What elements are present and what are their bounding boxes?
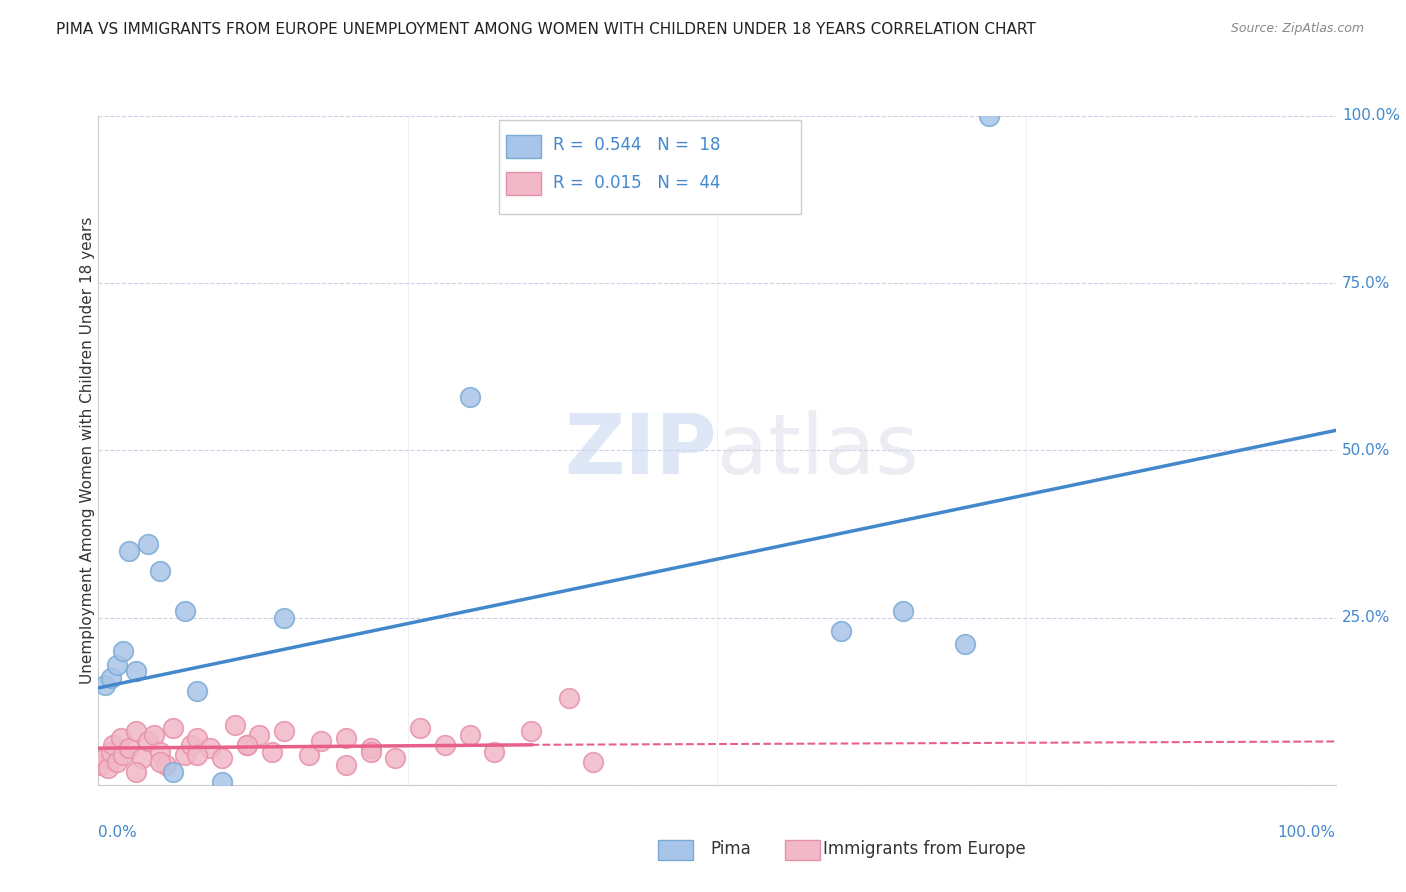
Point	[174, 604, 197, 618]
Point	[236, 738, 259, 752]
Text: 50.0%: 50.0%	[1341, 443, 1391, 458]
Point	[360, 744, 382, 758]
Point	[162, 764, 184, 779]
Point	[136, 734, 159, 748]
Point	[93, 751, 115, 765]
Point	[110, 731, 132, 746]
Text: PIMA VS IMMIGRANTS FROM EUROPE UNEMPLOYMENT AMONG WOMEN WITH CHILDREN UNDER 18 Y: PIMA VS IMMIGRANTS FROM EUROPE UNEMPLOYM…	[56, 22, 1036, 37]
Point	[309, 734, 332, 748]
Point	[97, 761, 120, 775]
Point	[384, 751, 406, 765]
Point	[458, 728, 481, 742]
Point	[520, 724, 543, 739]
Point	[409, 721, 432, 735]
Point	[211, 751, 233, 765]
Point	[830, 624, 852, 639]
Text: 100.0%: 100.0%	[1278, 825, 1336, 840]
Point	[100, 744, 122, 758]
Point	[260, 744, 283, 758]
Point	[433, 738, 456, 752]
Point	[143, 728, 166, 742]
Point	[335, 758, 357, 772]
Point	[273, 724, 295, 739]
Point	[979, 109, 1001, 123]
Point	[103, 738, 125, 752]
Point	[118, 543, 141, 558]
Point	[582, 755, 605, 769]
Point	[360, 741, 382, 756]
Point	[198, 741, 221, 756]
Point	[236, 738, 259, 752]
Point	[155, 758, 177, 772]
Point	[953, 637, 976, 651]
Point	[557, 690, 579, 705]
Text: R =  0.544   N =  18: R = 0.544 N = 18	[553, 136, 720, 154]
Point	[211, 774, 233, 789]
Point	[93, 678, 115, 692]
Point	[124, 724, 146, 739]
Point	[112, 644, 135, 658]
Point	[112, 747, 135, 762]
Point	[891, 604, 914, 618]
Point	[124, 764, 146, 779]
Y-axis label: Unemployment Among Women with Children Under 18 years: Unemployment Among Women with Children U…	[80, 217, 94, 684]
Point	[131, 751, 153, 765]
Text: ZIP: ZIP	[565, 410, 717, 491]
Point	[90, 758, 112, 772]
Point	[186, 731, 208, 746]
Point	[149, 755, 172, 769]
Point	[118, 741, 141, 756]
Point	[247, 728, 270, 742]
Point	[273, 611, 295, 625]
Point	[149, 744, 172, 758]
Point	[180, 738, 202, 752]
Point	[224, 717, 246, 731]
Point	[458, 390, 481, 404]
Point	[174, 747, 197, 762]
Point	[105, 657, 128, 672]
Point	[100, 671, 122, 685]
Point	[124, 664, 146, 679]
Text: Immigrants from Europe: Immigrants from Europe	[823, 840, 1025, 858]
Text: 0.0%: 0.0%	[98, 825, 138, 840]
Point	[298, 747, 321, 762]
Point	[105, 755, 128, 769]
Text: 100.0%: 100.0%	[1341, 109, 1400, 123]
Text: 75.0%: 75.0%	[1341, 276, 1391, 291]
Text: Pima: Pima	[710, 840, 751, 858]
Point	[149, 564, 172, 578]
Text: 25.0%: 25.0%	[1341, 610, 1391, 625]
Text: atlas: atlas	[717, 410, 918, 491]
Point	[186, 747, 208, 762]
Text: Source: ZipAtlas.com: Source: ZipAtlas.com	[1230, 22, 1364, 36]
Point	[186, 684, 208, 698]
Point	[162, 721, 184, 735]
Point	[484, 744, 506, 758]
Point	[335, 731, 357, 746]
Text: R =  0.015   N =  44: R = 0.015 N = 44	[553, 174, 720, 192]
Point	[136, 537, 159, 551]
